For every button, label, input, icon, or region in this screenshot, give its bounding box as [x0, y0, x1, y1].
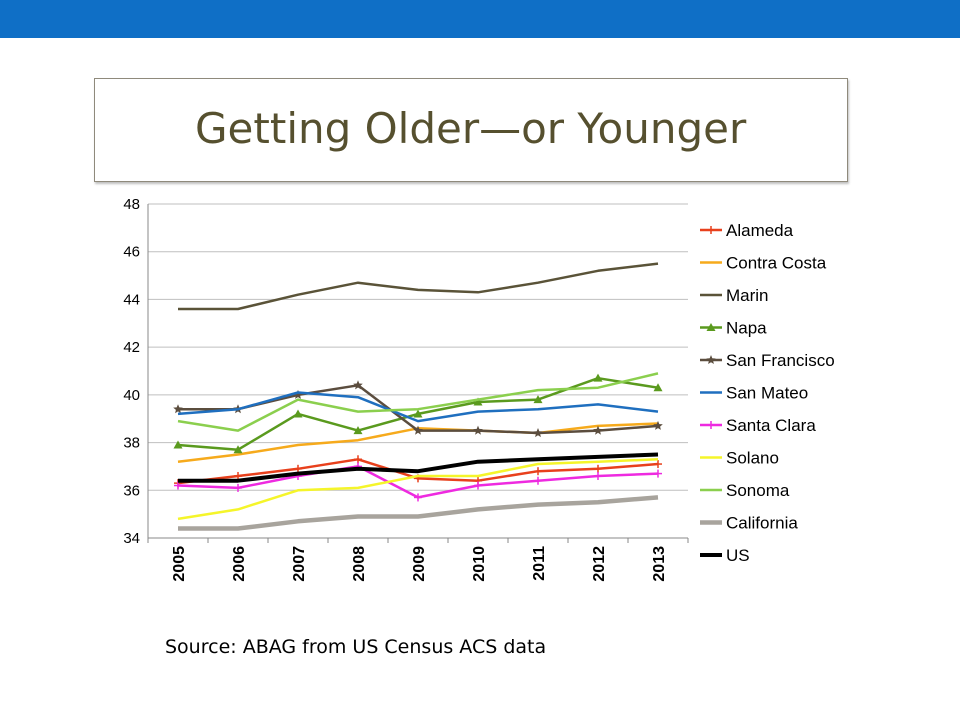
data-point-san-francisco [353, 380, 363, 390]
legend-label: San Francisco [726, 351, 835, 370]
data-point-san-francisco [413, 425, 423, 435]
legend-entry-alameda: Alameda [700, 221, 794, 240]
series-solano [177, 458, 659, 521]
data-point-alameda [234, 471, 242, 480]
data-point-napa [533, 395, 543, 404]
data-point-san-francisco [293, 389, 303, 399]
data-point-napa [173, 440, 183, 449]
data-point-santa-clara [234, 483, 242, 492]
data-point-alameda [294, 464, 302, 473]
x-tick-label: 2009 [411, 546, 428, 582]
data-point-san-francisco [593, 425, 603, 435]
legend-label: Marin [726, 286, 769, 305]
series-sonoma [177, 372, 659, 432]
y-tick-label: 42 [123, 339, 140, 356]
legend-label: San Mateo [726, 384, 808, 403]
data-point-san-francisco [653, 420, 663, 430]
series-line-marin [178, 262, 659, 311]
data-point-santa-clara [474, 481, 482, 490]
legend-marker [707, 421, 715, 429]
data-point-san-francisco [173, 404, 183, 414]
series-santa-clara [174, 462, 662, 502]
data-point-napa [233, 445, 243, 454]
series-line-california [178, 495, 659, 531]
line-chart: 34 36 38 40 42 44 46 48 2005 2006 2007 2008 2009 2010… [123, 196, 835, 582]
legend-entry-sonoma: Sonoma [700, 481, 790, 500]
legend-marker [706, 323, 716, 331]
series-marin [178, 262, 659, 311]
title-box [94, 78, 848, 182]
x-tick-label: 2010 [471, 546, 488, 582]
legend-marker [707, 226, 715, 234]
y-tick-label: 48 [123, 196, 140, 213]
data-point-santa-clara [414, 493, 422, 502]
x-tick-label: 2008 [351, 546, 368, 582]
data-point-napa [473, 397, 483, 406]
data-point-san-francisco [473, 425, 483, 435]
x-tick-label: 2005 [171, 546, 188, 582]
axes: 34 36 38 40 42 44 46 48 2005 2006 2007 2008 2009 2010… [123, 196, 689, 582]
series-line-solano [177, 458, 659, 521]
legend-entry-santa-clara: Santa Clara [700, 416, 816, 435]
source-note: Source: ABAG from US Census ACS data [165, 636, 547, 658]
data-point-napa [593, 373, 603, 382]
data-point-alameda [654, 460, 662, 469]
data-point-santa-clara [174, 481, 182, 490]
data-point-santa-clara [654, 469, 662, 478]
data-point-napa [413, 409, 423, 418]
data-point-san-francisco [533, 428, 543, 438]
x-tick-label: 2007 [291, 546, 308, 582]
legend-label: Solano [726, 449, 779, 468]
top-accent-bar [0, 0, 960, 38]
series-california [178, 495, 659, 531]
legend-entry-california: California [700, 514, 798, 533]
series-napa [173, 373, 663, 454]
legend-entry-contra-costa: Contra Costa [700, 254, 827, 273]
series-line-sonoma [177, 372, 659, 432]
x-tick-label: 2013 [651, 546, 668, 582]
y-tick-label: 36 [123, 482, 140, 499]
data-point-napa [293, 409, 303, 418]
legend-label: California [726, 514, 798, 533]
series [173, 262, 663, 531]
x-tick-label: 2006 [231, 546, 248, 582]
legend: Alameda Contra Costa Marin Napa San Francisc… [700, 221, 835, 565]
y-tick-label: 34 [123, 530, 140, 547]
legend-entry-san-mateo: San Mateo [700, 384, 808, 403]
series-line-us [178, 452, 659, 483]
y-tick-label: 46 [123, 244, 140, 261]
series-san-mateo [177, 391, 659, 423]
legend-entry-marin: Marin [700, 286, 769, 305]
data-point-napa [653, 383, 663, 392]
legend-label: Contra Costa [726, 254, 827, 273]
legend-entry-us: US [700, 546, 750, 565]
legend-entry-solano: Solano [700, 449, 779, 468]
series-line-san-mateo [177, 391, 659, 423]
x-tick-label: 2012 [591, 546, 608, 582]
x-tick-label: 2011 [531, 546, 548, 581]
legend-label: Sonoma [726, 481, 790, 500]
series-alameda [174, 455, 662, 488]
legend-marker [706, 355, 716, 364]
data-point-alameda [534, 467, 542, 476]
legend-label: Alameda [726, 221, 794, 240]
slide-title: Getting Older—or Younger [195, 104, 747, 153]
data-point-santa-clara [594, 471, 602, 480]
data-point-santa-clara [534, 476, 542, 485]
legend-label: Napa [726, 319, 767, 338]
legend-entry-san-francisco: San Francisco [700, 351, 835, 370]
legend-label: Santa Clara [726, 416, 816, 435]
y-tick-label: 40 [123, 387, 140, 404]
data-point-alameda [354, 455, 362, 464]
legend-label: US [726, 546, 750, 565]
y-tick-label: 44 [123, 291, 140, 308]
y-tick-label: 38 [123, 435, 140, 452]
data-point-napa [353, 426, 363, 435]
series-us [178, 452, 659, 483]
data-point-alameda [594, 464, 602, 473]
legend-entry-napa: Napa [700, 319, 767, 338]
